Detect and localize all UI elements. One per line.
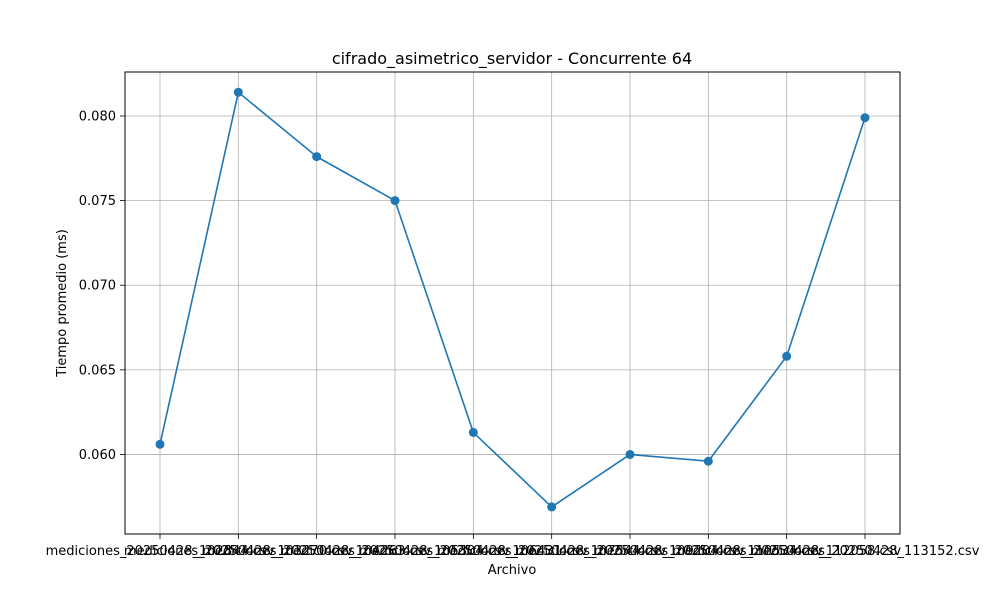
- data-point: [233, 87, 243, 97]
- x-tick-label: mediciones_20250428_102844.csv: [46, 544, 275, 559]
- data-point: [155, 439, 165, 449]
- y-tick-label: 0.075: [79, 194, 116, 209]
- series-layer: [155, 87, 870, 512]
- y-tick-label: 0.070: [79, 279, 116, 294]
- data-point: [703, 456, 713, 466]
- x-tick-label: mediciones_20250428_110534.csv: [594, 544, 823, 559]
- ticks: mediciones_20250428_102844.csvmediciones…: [46, 110, 980, 560]
- x-tick-label: mediciones_20250428_103270.csv: [124, 544, 353, 559]
- y-tick-label: 0.080: [79, 110, 116, 125]
- grid: [125, 72, 900, 534]
- y-tick-label: 0.060: [79, 448, 116, 463]
- data-point: [860, 113, 870, 123]
- y-tick-label: 0.065: [79, 363, 116, 378]
- plot-frame: [124, 71, 901, 535]
- data-point: [312, 152, 322, 162]
- data-point: [390, 196, 400, 206]
- data-point: [625, 449, 635, 459]
- x-tick-label: mediciones_20250428_104263.csv: [202, 544, 431, 559]
- x-tick-label: mediciones_20250428_105304.csv: [281, 544, 510, 559]
- data-point: [782, 351, 792, 361]
- chart-title: cifrado_asimetrico_servidor - Concurrent…: [332, 49, 692, 69]
- x-tick-label: mediciones_20250428_109204.csv: [516, 544, 745, 559]
- data-point: [547, 502, 557, 512]
- y-axis-label: Tiempo promedio (ms): [55, 229, 70, 378]
- x-tick-label: mediciones_20250428_112058.csv: [672, 544, 901, 559]
- x-axis-label: Archivo: [488, 563, 537, 578]
- x-tick-label: mediciones_20250428_106431.csv: [359, 544, 588, 559]
- data-point: [468, 427, 478, 437]
- x-tick-label: mediciones_20250428_107544.csv: [437, 544, 666, 559]
- x-tick-label: mediciones_20250428_113152.csv: [751, 544, 980, 559]
- series-line: [159, 91, 866, 508]
